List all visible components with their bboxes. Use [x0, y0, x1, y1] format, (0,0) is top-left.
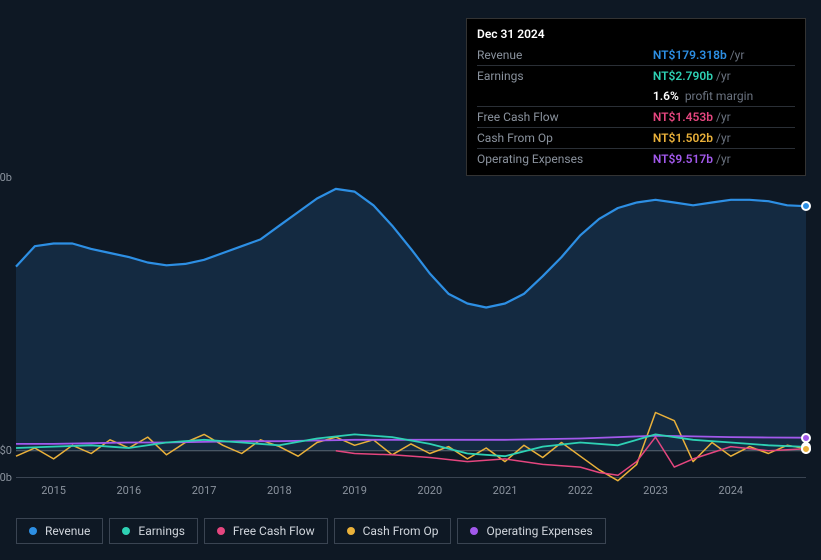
x-axis-tick-label: 2021 — [493, 484, 518, 497]
legend-item-opex[interactable]: Operating Expenses — [457, 518, 605, 544]
x-axis-tick-label: 2023 — [643, 484, 668, 497]
legend-item-earnings[interactable]: Earnings — [109, 518, 198, 544]
legend-dot-icon — [347, 527, 355, 535]
legend-dot-icon — [29, 527, 37, 535]
tooltip-metric-value: NT$2.790b/yr — [653, 66, 795, 87]
x-axis-tick-label: 2015 — [41, 484, 66, 497]
data-tooltip: Dec 31 2024 RevenueNT$179.318b/yrEarning… — [466, 18, 806, 176]
legend-label: Earnings — [138, 524, 185, 538]
tooltip-metric-label: Cash From Op — [477, 128, 653, 149]
legend-item-cfo[interactable]: Cash From Op — [334, 518, 452, 544]
x-axis-labels: 2015 2016 2017 2018 2019 2020 2021 2022 2023 2024 — [16, 484, 806, 498]
legend-dot-icon — [470, 527, 478, 535]
y-axis-tick-label: NT$200b — [0, 171, 12, 184]
tooltip-metric-value: NT$9.517b/yr — [653, 149, 795, 170]
tooltip-subline: 1.6% profit margin — [477, 86, 795, 107]
legend-label: Free Cash Flow — [233, 524, 315, 538]
x-axis-tick-label: 2019 — [342, 484, 367, 497]
tooltip-row: Operating ExpensesNT$9.517b/yr — [477, 149, 795, 170]
legend-item-fcf[interactable]: Free Cash Flow — [204, 518, 328, 544]
tooltip-date: Dec 31 2024 — [477, 25, 795, 43]
tooltip-metric-label: Free Cash Flow — [477, 107, 653, 128]
legend-item-revenue[interactable]: Revenue — [16, 518, 103, 544]
x-axis-tick-label: 2022 — [568, 484, 593, 497]
legend-label: Operating Expenses — [486, 524, 592, 538]
tooltip-row: EarningsNT$2.790b/yr — [477, 66, 795, 87]
y-axis-tick-label: NT$0 — [0, 444, 12, 457]
tooltip-metric-value: NT$179.318b/yr — [653, 45, 795, 66]
cfo-marker — [801, 444, 811, 454]
x-axis-tick-label: 2016 — [116, 484, 141, 497]
chart-svg — [16, 178, 806, 478]
x-axis-tick-label: 2018 — [267, 484, 292, 497]
x-axis-tick-label: 2024 — [718, 484, 743, 497]
chart-legend: Revenue Earnings Free Cash Flow Cash From O… — [16, 518, 606, 544]
legend-label: Cash From Op — [363, 524, 439, 538]
legend-dot-icon — [122, 527, 130, 535]
tooltip-table: RevenueNT$179.318b/yrEarningsNT$2.790b/y… — [477, 45, 795, 169]
tooltip-row: Free Cash FlowNT$1.453b/yr — [477, 107, 795, 128]
tooltip-metric-label: Revenue — [477, 45, 653, 66]
tooltip-metric-label: Operating Expenses — [477, 149, 653, 170]
chart-plot-area[interactable] — [16, 178, 806, 478]
tooltip-metric-value: NT$1.502b/yr — [653, 128, 795, 149]
revenue-area — [16, 189, 806, 451]
x-axis-tick-label: 2020 — [417, 484, 442, 497]
tooltip-metric-label: Earnings — [477, 66, 653, 87]
y-axis-tick-label: -NT$20b — [0, 471, 12, 484]
opex-marker — [801, 433, 811, 443]
x-axis-tick-label: 2017 — [192, 484, 217, 497]
legend-dot-icon — [217, 527, 225, 535]
tooltip-row: Cash From OpNT$1.502b/yr — [477, 128, 795, 149]
revenue-marker — [801, 201, 811, 211]
tooltip-metric-value: NT$1.453b/yr — [653, 107, 795, 128]
legend-label: Revenue — [45, 524, 90, 538]
tooltip-row: RevenueNT$179.318b/yr — [477, 45, 795, 66]
